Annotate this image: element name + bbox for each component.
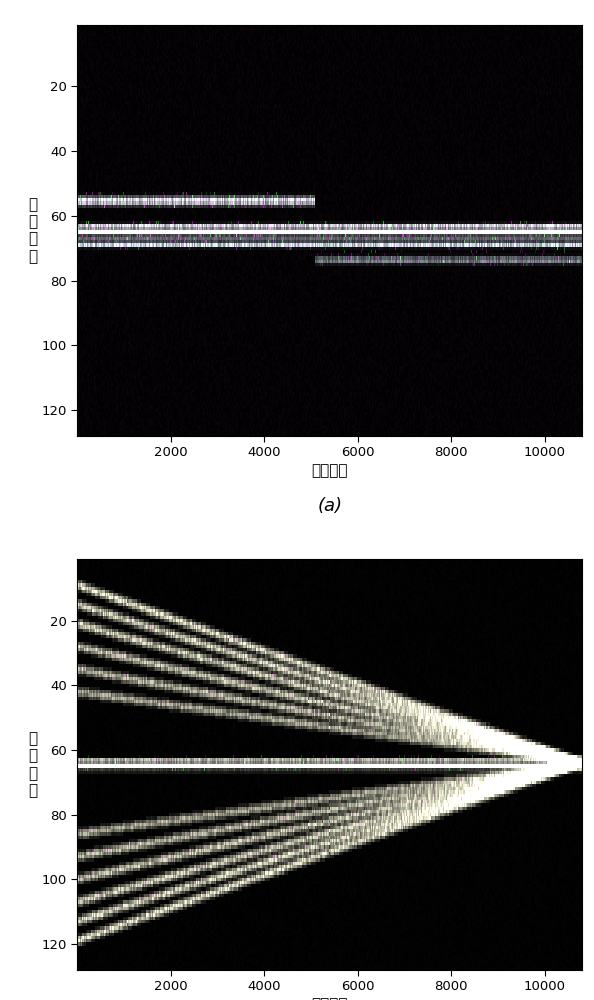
Text: (a): (a)	[317, 497, 342, 515]
Y-axis label: 距
离
采
样: 距 离 采 样	[29, 197, 37, 264]
X-axis label: 方位采样: 方位采样	[311, 998, 348, 1000]
X-axis label: 方位采样: 方位采样	[311, 463, 348, 478]
Y-axis label: 距
离
采
样: 距 离 采 样	[29, 731, 37, 798]
